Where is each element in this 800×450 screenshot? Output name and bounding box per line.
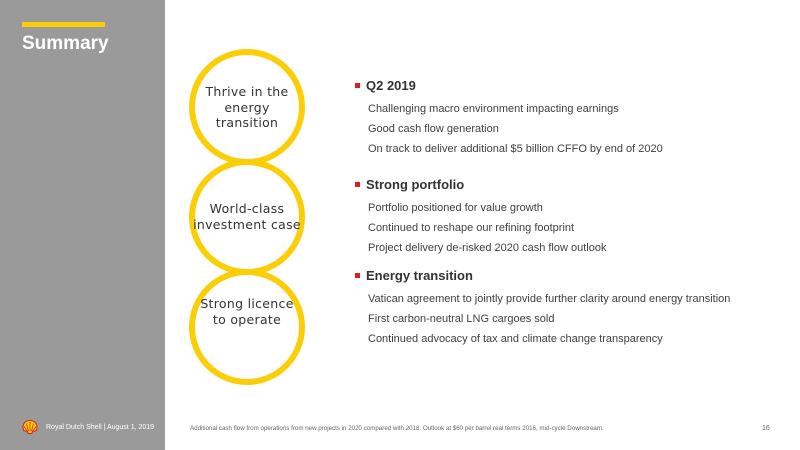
circle-licence <box>189 269 305 385</box>
red-bullet-icon <box>355 83 360 88</box>
red-bullet-icon <box>355 273 360 278</box>
sidebar-panel: Summary Royal Dutch Shell | August 1, 20… <box>0 0 165 450</box>
circle-label-thrive: Thrive in the energy transition <box>205 84 289 130</box>
list-item: Vatican agreement to jointly provide fur… <box>368 293 731 305</box>
circle-label-licence: Strong licence to operate <box>200 296 294 327</box>
section-q2-2019: Q2 2019 Challenging macro environment im… <box>355 78 775 159</box>
list-item: Portfolio positioned for value growth <box>368 202 543 214</box>
footer-company-date: Royal Dutch Shell | August 1, 2019 <box>22 420 154 434</box>
list-item: Project delivery de-risked 2020 cash flo… <box>368 242 607 254</box>
list-item: Challenging macro environment impacting … <box>368 103 619 115</box>
title-accent-bar <box>22 22 105 27</box>
list-item: Continued advocacy of tax and climate ch… <box>368 333 663 345</box>
footer-text: Royal Dutch Shell | August 1, 2019 <box>46 423 155 431</box>
section-heading-text: Energy transition <box>366 268 473 283</box>
slide-title: Summary <box>22 33 109 54</box>
section-strong-portfolio: Strong portfolio Portfolio positioned fo… <box>355 177 775 258</box>
circle-label-investment: World-class investment case <box>193 201 301 232</box>
list-item: First carbon-neutral LNG cargoes sold <box>368 313 555 325</box>
page-number: 16 <box>762 425 770 432</box>
list-item: Continued to reshape our refining footpr… <box>368 222 575 234</box>
section-heading-text: Strong portfolio <box>366 177 465 192</box>
section-energy-transition: Energy transition Vatican agreement to j… <box>355 268 775 349</box>
section-heading: Q2 2019 <box>355 78 775 93</box>
list-item: On track to deliver additional $5 billio… <box>368 143 663 155</box>
section-heading: Energy transition <box>355 268 775 283</box>
list-item: Good cash flow generation <box>368 123 499 135</box>
section-heading: Strong portfolio <box>355 177 775 192</box>
footnote: Additional cash flow from operations fro… <box>190 425 604 432</box>
section-heading-text: Q2 2019 <box>366 78 416 93</box>
shell-logo-icon <box>22 420 38 434</box>
red-bullet-icon <box>355 182 360 187</box>
